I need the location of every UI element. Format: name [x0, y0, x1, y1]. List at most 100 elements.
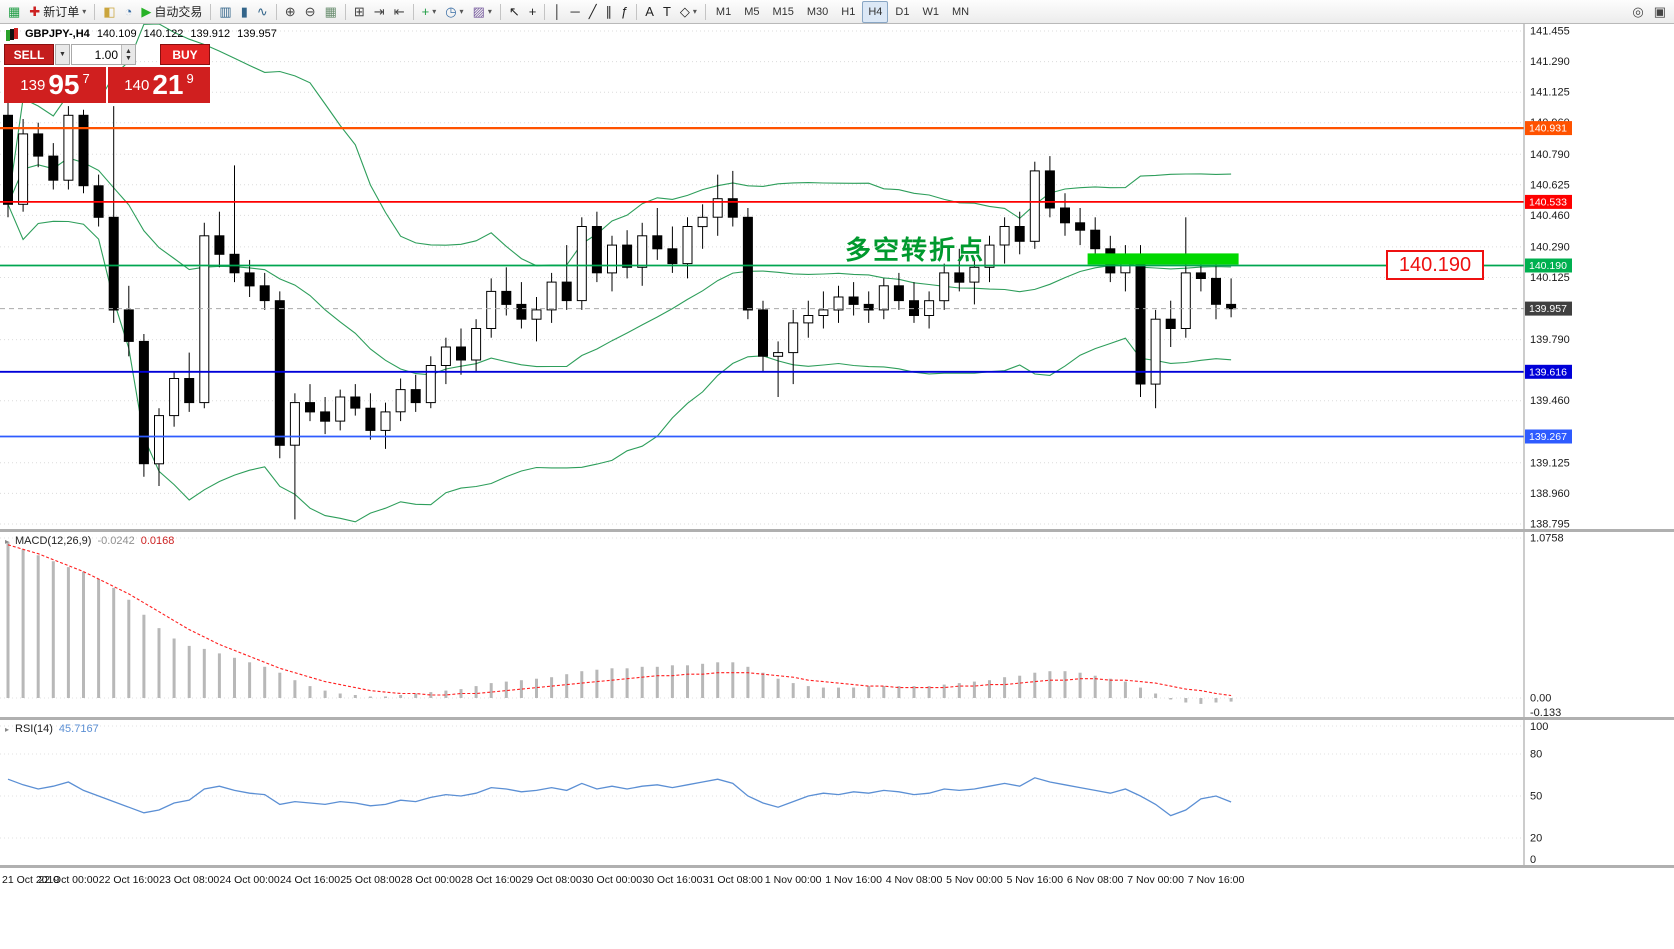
- chart-shift-button[interactable]: ⇤: [390, 1, 409, 23]
- strategy-tester-button[interactable]: ◔: [121, 1, 137, 23]
- rsi-chart[interactable]: 100 80 50 20 0: [0, 720, 1674, 868]
- sell-button[interactable]: SELL: [4, 44, 54, 65]
- new-chart-button[interactable]: ▦: [4, 1, 24, 23]
- bollinger-middle-band: [7, 157, 1232, 376]
- time-axis-label: 7 Nov 16:00: [1187, 874, 1245, 886]
- timeframe-m15-button[interactable]: M15: [772, 5, 794, 18]
- highlight-zone[interactable]: [1087, 253, 1239, 265]
- shapes-button[interactable]: ◇ ▾: [676, 1, 701, 23]
- sell-price-base: 139: [20, 76, 46, 94]
- horizontal-line-button[interactable]: ─: [567, 1, 584, 23]
- chevron-down-icon: ▾: [459, 7, 464, 16]
- zoom-out-icon: ⊖: [304, 4, 316, 19]
- trendline-button[interactable]: ╱: [585, 1, 601, 23]
- macd-signal-line: [7, 544, 1232, 697]
- chart-close-value: 139.957: [237, 28, 277, 40]
- zoom-in-button[interactable]: ⊕: [281, 1, 300, 23]
- sell-price-pips: 95: [48, 69, 80, 100]
- volume-increase-button[interactable]: ▲: [125, 47, 132, 55]
- time-axis-label: 4 Nov 08:00: [885, 874, 943, 886]
- toolbar-right-buttons: ◎ ▣: [1628, 1, 1670, 23]
- macd-chart[interactable]: 1.0758 0.00 -0.133: [0, 532, 1674, 720]
- grid-button[interactable]: ▦: [321, 1, 341, 23]
- rsi-tick-label: 100: [1530, 721, 1548, 733]
- shapes-icon: ◇: [679, 4, 690, 19]
- toolbar-separator: [94, 3, 96, 20]
- time-axis-label: 25 Oct 08:00: [340, 874, 401, 886]
- channel-button[interactable]: ∥: [602, 1, 617, 23]
- timeframe-mn-button[interactable]: MN: [951, 5, 970, 18]
- volume-decrease-button[interactable]: ▼: [125, 54, 132, 62]
- time-axis-label: 30 Oct 00:00: [581, 874, 643, 886]
- price-badge: [1525, 258, 1572, 273]
- price-tick-label: 141.455: [1530, 26, 1570, 38]
- templates-button[interactable]: ▨ ▾: [469, 1, 496, 23]
- timeframe-m5-button[interactable]: M5: [744, 5, 760, 18]
- buy-price-display[interactable]: 140 21 9: [108, 67, 210, 103]
- auto-scroll-icon: ⇥: [373, 4, 385, 19]
- chart-shift-icon: ⇤: [393, 4, 405, 19]
- new-order-button-label: 新订单: [43, 5, 80, 19]
- rsi-tick-label: 50: [1530, 791, 1542, 803]
- candlestick-chart-button[interactable]: ▮: [237, 1, 252, 23]
- price-badge: [1525, 301, 1572, 316]
- periods-icon: ◷: [445, 4, 457, 19]
- indicators-button[interactable]: + ▾: [418, 1, 441, 23]
- bar-chart-button[interactable]: ▥: [215, 1, 235, 23]
- timeframe-m30-button[interactable]: M30: [806, 5, 829, 18]
- volume-input[interactable]: [72, 45, 121, 64]
- tile-windows-button[interactable]: ⊞: [350, 1, 369, 23]
- time-axis-label: 5 Nov 00:00: [946, 874, 1003, 886]
- vertical-line-button[interactable]: │: [549, 1, 565, 23]
- periods-button[interactable]: ◷ ▾: [441, 1, 467, 23]
- rsi-label: ▸ RSI(14) 45.7167: [5, 723, 99, 735]
- new-order-button[interactable]: ✚ 新订单 ▾: [25, 1, 90, 23]
- toolbar-separator: [636, 3, 638, 20]
- toolbar-separator: [275, 3, 277, 20]
- text-label-button[interactable]: T: [659, 1, 675, 23]
- sell-price-display[interactable]: 139 95 7: [4, 67, 106, 103]
- tile-windows-icon: ⊞: [353, 4, 365, 19]
- chart-symbol-period: GBPJPY-,H4: [25, 28, 90, 40]
- market-watch-icon: ◧: [103, 4, 116, 19]
- price-tick-label: 138.795: [1530, 519, 1570, 531]
- cursor-button[interactable]: ↖: [505, 1, 524, 23]
- buy-button[interactable]: BUY: [160, 44, 210, 65]
- time-axis[interactable]: 21 Oct 2019 22 Oct 00:00 22 Oct 16:00 23 Oc…: [0, 868, 1674, 894]
- zoom-out-button[interactable]: ⊖: [301, 1, 320, 23]
- search-button[interactable]: ◎: [1628, 1, 1647, 23]
- text-button[interactable]: A: [641, 1, 658, 23]
- price-tick-label: 139.460: [1530, 395, 1570, 407]
- new-chart-icon: ▦: [8, 4, 21, 19]
- time-axis-label: 30 Oct 16:00: [642, 874, 703, 886]
- line-chart-icon: ∿: [256, 4, 268, 19]
- buy-price-pips: 21: [152, 69, 184, 100]
- time-axis-label: 7 Nov 00:00: [1127, 874, 1184, 886]
- fibonacci-button[interactable]: ƒ: [617, 1, 632, 23]
- candles: [3, 100, 1237, 520]
- price-tick-label: 141.125: [1530, 87, 1570, 99]
- crosshair-button[interactable]: +: [525, 1, 541, 23]
- window-layout-button[interactable]: ▣: [1650, 1, 1670, 23]
- price-chart[interactable]: 141.455141.290141.125140.960140.790140.6…: [0, 24, 1674, 532]
- toolbar-separator: [544, 3, 546, 20]
- line-chart-button[interactable]: ∿: [253, 1, 272, 23]
- volume-preset-dropdown[interactable]: ▼: [55, 44, 70, 65]
- one-click-trading-panel: SELL ▼ ▲ ▼ BUY 139 95 7 140: [4, 44, 210, 103]
- strategy-tester-icon: ◔: [124, 4, 133, 19]
- chart-title: GBPJPY-,H4 140.109 140.122 139.912 139.9…: [6, 28, 277, 40]
- timeframe-w1-button[interactable]: W1: [922, 5, 939, 18]
- toolbar-separator: [499, 3, 501, 20]
- timeframe-d1-button[interactable]: D1: [895, 5, 910, 18]
- timeframe-h4-button[interactable]: H4: [862, 0, 889, 23]
- time-axis-label: 24 Oct 00:00: [219, 874, 280, 886]
- market-watch-button[interactable]: ◧: [99, 1, 119, 23]
- timeframe-m1-button[interactable]: M1: [715, 5, 732, 18]
- auto-scroll-button[interactable]: ⇥: [370, 1, 389, 23]
- price-badge-label: 139.267: [1529, 431, 1567, 443]
- auto-trading-button[interactable]: ▶ 自动交易: [137, 1, 206, 23]
- timeframe-h1-button[interactable]: H1: [841, 5, 856, 18]
- price-tick-label: 140.790: [1530, 149, 1570, 161]
- price-callout: 140.190: [1386, 250, 1484, 280]
